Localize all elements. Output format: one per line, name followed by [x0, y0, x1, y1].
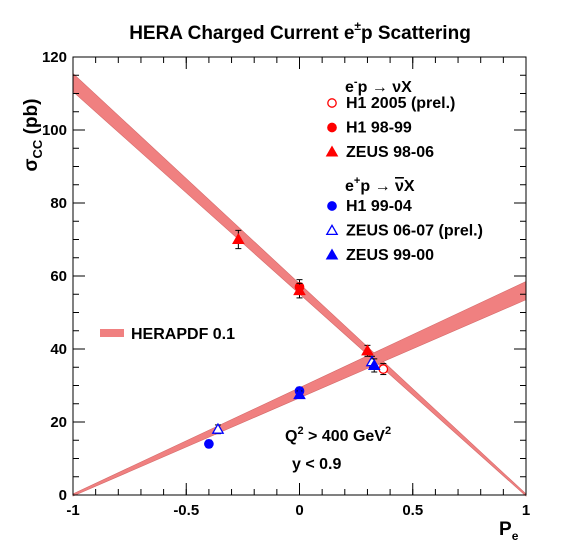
legend-label: ZEUS 99-00: [346, 247, 434, 264]
x-tick-label: -1: [66, 502, 79, 519]
y-tick-label: 20: [50, 414, 67, 431]
legend-marker: [327, 201, 337, 211]
legend-label: ZEUS 98-06: [346, 144, 434, 161]
marker: [367, 358, 381, 370]
x-tick-label: 1: [522, 502, 530, 519]
annotation-q2: Q2 > 400 GeV2: [285, 425, 391, 445]
annotation-y: y < 0.9: [292, 456, 341, 473]
point-5-0: [293, 388, 306, 400]
xlabel-sub: e: [512, 529, 519, 543]
y-tick-label: 40: [50, 341, 67, 358]
marker: [361, 344, 374, 356]
ylabel-tail: (pb): [21, 99, 42, 140]
x-axis-label: Pe: [499, 519, 519, 543]
x-tick-label: -0.5: [173, 502, 199, 519]
marker: [293, 388, 306, 400]
legend-label: H1 99-04: [346, 198, 412, 215]
point-4-0: [211, 422, 225, 435]
legend-band-label: HERAPDF 0.1: [131, 326, 235, 343]
data-points: [204, 229, 389, 449]
point-2-0: [232, 229, 245, 250]
legend-group-epp-entries: H1 99-04 ZEUS 06-07 (prel.) ZEUS 99-00: [325, 198, 483, 264]
legend-marker: [325, 145, 339, 157]
chart-title: HERA Charged Current e±p Scattering: [129, 19, 471, 44]
legend-marker: [325, 248, 339, 260]
legend-entry: H1 98-99: [327, 120, 412, 137]
ylabel-main: σ: [21, 158, 42, 171]
nu-bar: ν: [395, 178, 404, 195]
ylabel-sub: CC: [30, 139, 45, 158]
marker: [211, 422, 225, 434]
legend-entry: H1 2005 (prel.): [327, 95, 455, 112]
y-axis-label: σCC (pb): [21, 99, 45, 172]
legend-entry: H1 99-04: [327, 198, 412, 215]
legend-group-epp: e+p → νX: [345, 175, 415, 195]
point-2-1: [293, 282, 306, 299]
legend-group-emp-entries: H1 2005 (prel.) H1 98-99 ZEUS 98-06: [325, 95, 455, 161]
legend-label: H1 98-99: [346, 120, 412, 137]
title-sup: ±: [354, 19, 361, 33]
y-tick-label: 80: [50, 195, 67, 212]
legend-group-emp: e-p → νX: [345, 76, 412, 96]
legend: e-p → νX H1 2005 (prel.) H1 98-99 ZEUS 98-…: [100, 76, 483, 343]
title-tail: p Scattering: [361, 23, 471, 44]
y-tick-label: 60: [50, 268, 67, 285]
y-tick-label: 0: [59, 487, 67, 504]
y-tick-label: 120: [42, 49, 67, 66]
point-3-0: [204, 439, 214, 449]
legend-entry: ZEUS 98-06: [325, 144, 434, 161]
legend-entry: ZEUS 99-00: [325, 247, 434, 264]
x-tick-label: 0.5: [402, 502, 423, 519]
marker: [293, 284, 306, 296]
y-tick-label: 100: [42, 122, 67, 139]
legend-entry: ZEUS 06-07 (prel.): [325, 223, 483, 240]
legend-marker: [325, 223, 339, 236]
legend-marker: [327, 122, 337, 133]
marker: [204, 439, 214, 449]
legend-label: H1 2005 (prel.): [346, 95, 455, 112]
point-5-1: [367, 358, 381, 373]
xlabel-main: P: [499, 519, 512, 540]
marker: [378, 364, 389, 374]
marker: [232, 232, 245, 245]
legend-label: ZEUS 06-07 (prel.): [346, 223, 483, 240]
legend-marker: [327, 98, 337, 108]
axis-ticks: -1 -0.5 0 0.5 1 0 20 40 60 80 100 120: [42, 49, 530, 519]
title-main: HERA Charged Current e: [129, 23, 354, 44]
point-0-0: [378, 363, 389, 376]
legend-band-swatch: [100, 329, 124, 337]
x-tick-label: 0: [295, 502, 303, 519]
